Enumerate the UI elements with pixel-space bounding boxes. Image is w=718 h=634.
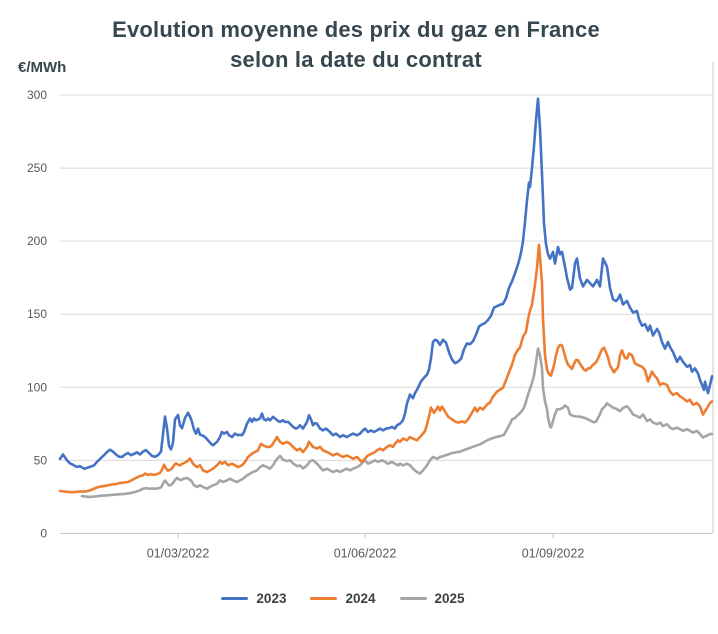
chart-title: Evolution moyenne des prix du gaz en Fra…: [0, 15, 712, 75]
y-tick-label-200: 200: [27, 234, 47, 248]
y-tick-label-0: 0: [40, 526, 47, 540]
legend-item-2024: 2024: [310, 591, 376, 606]
y-tick-label-300: 300: [27, 88, 47, 102]
y-tick-label-250: 250: [27, 161, 47, 175]
legend-label-2024: 2024: [345, 591, 376, 606]
legend-label-2023: 2023: [256, 591, 287, 606]
x-tick-label-1: 01/06/2022: [334, 546, 397, 560]
chart-title-line-2: selon la date du contrat: [230, 47, 482, 72]
x-tick-label-0: 01/03/2022: [147, 546, 210, 560]
series-line-2024: [58, 243, 714, 494]
series-line-2025: [80, 347, 714, 499]
chart-legend: 2023 2024 2025: [0, 591, 686, 606]
y-tick-label-50: 50: [34, 453, 48, 467]
y-tick-label-100: 100: [27, 380, 47, 394]
legend-label-2025: 2025: [434, 591, 465, 606]
y-tick-label-150: 150: [27, 307, 47, 321]
legend-item-2023: 2023: [221, 591, 286, 606]
legend-swatch-2023: [221, 596, 249, 601]
series-line-2023: [58, 97, 714, 471]
y-axis-unit-label: €/MWh: [18, 59, 67, 76]
legend-item-2025: 2025: [399, 591, 465, 606]
x-tick-label-2: 01/09/2022: [522, 546, 585, 560]
legend-swatch-2025: [399, 596, 427, 601]
legend-swatch-2024: [310, 596, 338, 601]
chart-title-line-1: Evolution moyenne des prix du gaz en Fra…: [112, 17, 600, 42]
